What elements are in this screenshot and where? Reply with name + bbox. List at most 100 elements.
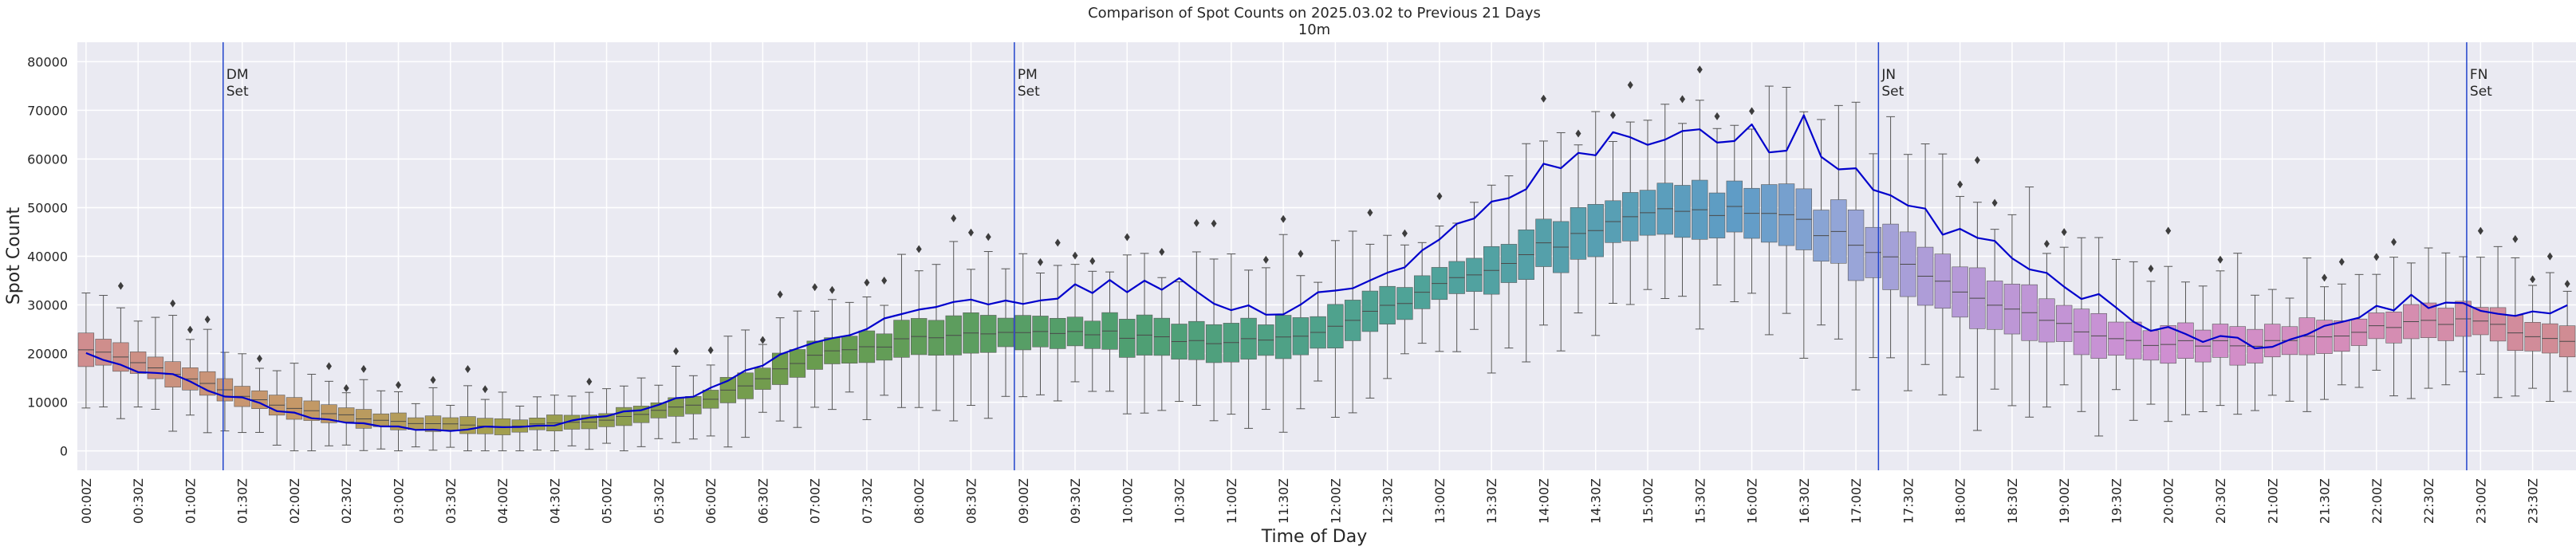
outlier	[1280, 214, 1286, 223]
x-tick-label: 20:00Z	[2161, 478, 2176, 524]
set-marker-label: PM	[1018, 67, 1038, 83]
outlier	[396, 380, 402, 389]
outlier	[586, 377, 593, 386]
whiskers-layer	[81, 85, 2572, 452]
y-tick-label: 40000	[27, 249, 68, 265]
chart-subtitle: 10m	[1298, 22, 1330, 38]
outlier	[2477, 226, 2483, 235]
outlier	[2148, 264, 2154, 273]
x-tick-label: 08:30Z	[963, 478, 979, 524]
outlier	[117, 281, 124, 290]
x-tick-label: 12:00Z	[1328, 478, 1343, 524]
outlier	[187, 325, 193, 334]
outlier	[2546, 252, 2553, 261]
outlier	[2338, 257, 2345, 266]
x-tick-label: 18:30Z	[2005, 478, 2020, 524]
outlier	[1072, 251, 1078, 260]
outlier	[2322, 273, 2328, 282]
set-marker-label: FN	[2470, 67, 2488, 83]
outlier	[916, 245, 922, 253]
outlier	[673, 347, 679, 356]
x-tick-label: 12:30Z	[1381, 478, 1396, 524]
x-tick-label: 07:30Z	[860, 478, 875, 524]
outlier	[1974, 155, 1980, 164]
outlier	[1957, 180, 1964, 189]
outlier	[1038, 257, 1044, 266]
x-tick-label: 03:00Z	[392, 478, 407, 524]
y-tick-labels: 0 10000 20000 30000 40000 50000 60000 70000 8000…	[27, 54, 68, 458]
outlier	[430, 375, 436, 384]
x-tick-label: 16:30Z	[1797, 478, 1812, 524]
outlier	[1054, 238, 1061, 247]
x-tick-label: 08:00Z	[912, 478, 927, 524]
set-marker-label: Set	[1881, 84, 1904, 100]
outlier	[1575, 129, 1581, 138]
x-tick-label: 11:00Z	[1224, 478, 1239, 524]
outlier	[1696, 65, 1703, 74]
x-tick-label: 09:30Z	[1068, 478, 1083, 524]
outlier	[777, 290, 783, 299]
x-tick-label: 02:00Z	[287, 478, 302, 524]
set-marker-label: Set	[2470, 84, 2492, 100]
x-tick-label: 20:30Z	[2213, 478, 2228, 524]
set-marker-label: Set	[226, 84, 249, 100]
x-tick-label: 14:00Z	[1536, 478, 1551, 524]
y-axis-label: Spot Count	[4, 206, 24, 305]
y-tick-label: 0	[60, 444, 68, 459]
x-tick-label: 14:30Z	[1589, 478, 1604, 524]
x-tick-label: 11:30Z	[1276, 478, 1291, 524]
x-tick-label: 09:00Z	[1016, 478, 1031, 524]
x-tick-label: 13:30Z	[1484, 478, 1499, 524]
outlier	[2564, 280, 2570, 289]
outliers-layer	[117, 65, 2570, 394]
x-tick-label: 22:00Z	[2369, 478, 2385, 524]
x-tick-label: 04:30Z	[547, 478, 562, 524]
outlier	[1749, 107, 1755, 116]
x-tick-label: 17:00Z	[1849, 478, 1864, 524]
outlier	[967, 228, 974, 237]
outlier	[343, 384, 349, 393]
outlier	[360, 364, 367, 373]
outlier	[1262, 255, 1269, 264]
x-axis-label: Time of Day	[1261, 527, 1367, 547]
x-tick-label: 01:00Z	[183, 478, 198, 524]
outlier	[1124, 233, 1130, 242]
outlier	[1193, 218, 1199, 227]
outlier	[170, 299, 176, 308]
outlier	[2043, 239, 2050, 248]
x-tick-label: 04:00Z	[495, 478, 510, 524]
x-tick-label: 00:00Z	[79, 478, 94, 524]
outlier	[1627, 81, 1633, 89]
vertical-markers-layer: DMSetPMSetJNSetFNSetEMSet	[223, 42, 2492, 470]
outlier	[465, 364, 471, 373]
x-tick-label: 21:00Z	[2265, 478, 2280, 524]
y-tick-label: 30000	[27, 298, 68, 313]
x-tick-label: 05:30Z	[652, 478, 667, 524]
outlier	[1401, 229, 1408, 238]
x-tick-label: 06:00Z	[703, 478, 719, 524]
day-series-line	[85, 114, 2568, 432]
x-tick-label: 15:30Z	[1692, 478, 1707, 524]
x-tick-label: 19:30Z	[2109, 478, 2124, 524]
x-tick-label: 22:30Z	[2421, 478, 2436, 524]
outlier	[951, 214, 957, 222]
outlier	[2061, 228, 2067, 237]
x-tick-label: 16:00Z	[1745, 478, 1760, 524]
x-tick-label: 19:00Z	[2057, 478, 2072, 524]
x-tick-label: 10:00Z	[1120, 478, 1135, 524]
outlier	[2530, 275, 2536, 284]
x-tick-label: 10:30Z	[1172, 478, 1188, 524]
outlier	[707, 346, 714, 355]
outlier	[1714, 112, 1720, 120]
x-tick-label: 02:30Z	[339, 478, 354, 524]
x-tick-label: 21:30Z	[2318, 478, 2333, 524]
outlier	[864, 278, 870, 287]
x-tick-label: 13:00Z	[1432, 478, 1448, 524]
outlier	[1436, 192, 1443, 201]
outlier	[204, 315, 211, 324]
outlier	[1367, 208, 1373, 217]
outlier	[759, 336, 766, 344]
x-tick-label: 18:00Z	[1953, 478, 1968, 524]
outlier	[1211, 219, 1217, 228]
